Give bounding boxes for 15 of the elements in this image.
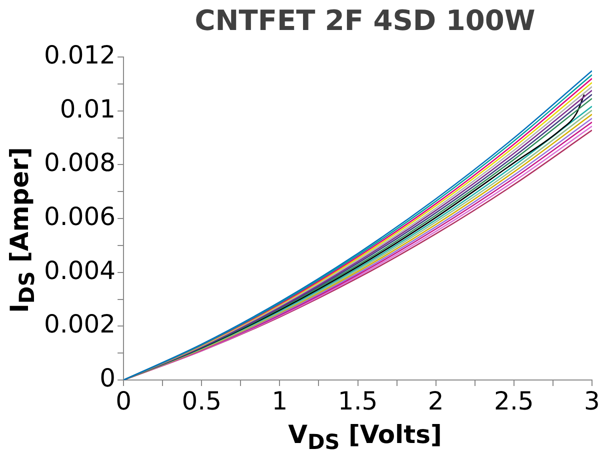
y-tick-label: 0 <box>100 364 116 392</box>
y-tick-label: 0.012 <box>44 40 116 70</box>
y-tick-label: 0.004 <box>44 256 116 285</box>
y-tick-label: 0.006 <box>44 202 116 231</box>
x-tick-label: 1.5 <box>338 386 378 416</box>
y-tick-label: 0.008 <box>44 148 116 178</box>
x-axis-title: V$_{DS}$ [Volts] <box>287 420 443 454</box>
x-tick-label: 2.5 <box>494 386 534 416</box>
chart-title: CNTFET 2F 4SD 100W <box>194 4 536 37</box>
y-tick-label: 0.01 <box>60 94 116 124</box>
y-tick-label: 0.002 <box>44 310 116 339</box>
x-tick-label: 3 <box>584 386 600 416</box>
x-tick-label: 0.5 <box>182 386 222 416</box>
x-tick-label: 1 <box>272 386 288 416</box>
x-tick-label: 2 <box>428 386 444 416</box>
